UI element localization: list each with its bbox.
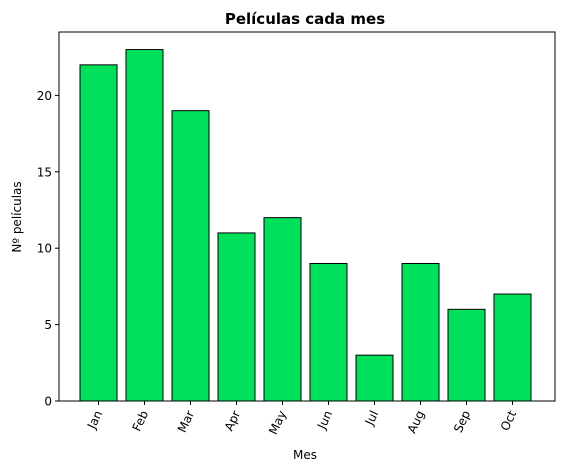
x-tick-label-jun: Jun	[314, 408, 335, 432]
x-tick-label-sep: Sep	[451, 408, 473, 434]
x-axis: Jan Feb Mar Apr May Jun Jul Aug Sep Oct	[84, 401, 519, 437]
x-tick-label-feb: Feb	[130, 408, 152, 433]
x-tick-label-oct: Oct	[498, 408, 520, 433]
bar-oct	[494, 294, 531, 401]
bar-may	[264, 218, 301, 401]
y-tick-label-5: 5	[44, 318, 52, 332]
bar-jan	[80, 65, 117, 401]
x-axis-label: Mes	[293, 448, 317, 462]
bar-apr	[218, 233, 255, 401]
y-tick-label-20: 20	[37, 89, 52, 103]
chart-title: Películas cada mes	[225, 10, 385, 28]
y-tick-label-15: 15	[37, 165, 52, 179]
x-tick-label-jul: Jul	[362, 408, 381, 428]
y-axis-label: Nº películas	[10, 181, 24, 252]
x-tick-label-mar: Mar	[175, 408, 197, 434]
bar-sep	[448, 309, 485, 401]
y-axis: 0 5 10 15 20	[37, 89, 59, 409]
x-tick-label-apr: Apr	[222, 408, 243, 433]
y-tick-label-10: 10	[37, 242, 52, 256]
bar-jun	[310, 263, 347, 401]
bars-group	[80, 50, 531, 401]
x-tick-label-may: May	[266, 408, 289, 436]
x-tick-label-jan: Jan	[84, 408, 105, 432]
bar-feb	[126, 50, 163, 401]
bar-aug	[402, 263, 439, 401]
bar-jul	[356, 355, 393, 401]
y-tick-label-0: 0	[44, 395, 52, 409]
x-tick-label-aug: Aug	[405, 408, 428, 435]
bar-mar	[172, 111, 209, 401]
